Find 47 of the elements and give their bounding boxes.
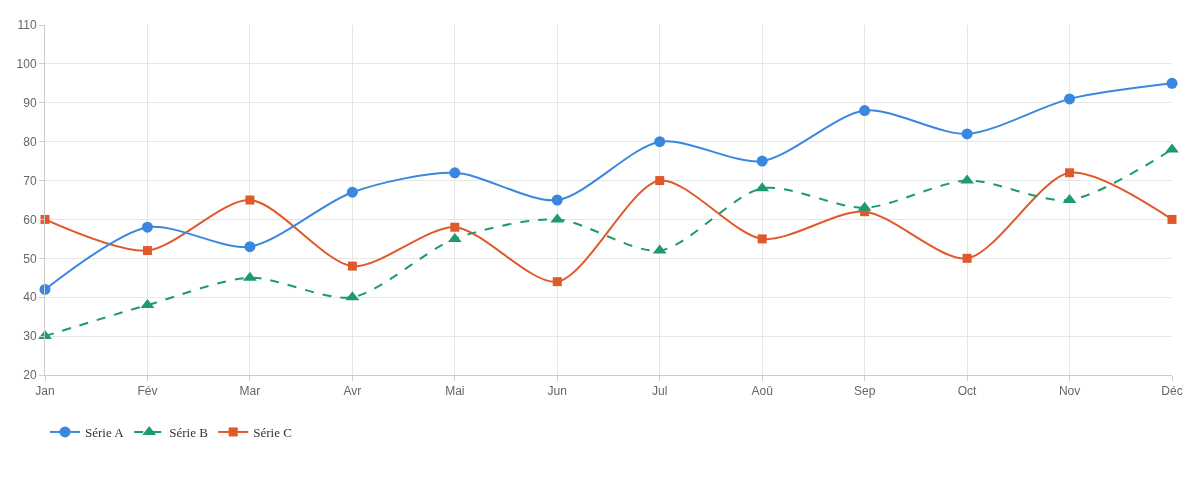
point xyxy=(142,246,152,256)
x-tick-label: Déc xyxy=(1161,384,1183,399)
point xyxy=(962,253,972,263)
point xyxy=(1065,168,1075,178)
x-tick-label: Mar xyxy=(239,384,261,399)
x-tick-label: Jul xyxy=(652,384,668,399)
x-tick-label: Aoû xyxy=(751,384,773,399)
y-tick-label: 110 xyxy=(17,18,37,33)
y-tick-label: 60 xyxy=(23,212,37,227)
point xyxy=(141,221,153,233)
point xyxy=(244,241,256,253)
point xyxy=(1165,143,1179,153)
point xyxy=(1166,77,1178,89)
x-tick-label: Nov xyxy=(1058,384,1081,399)
legend-label: Série C xyxy=(253,425,292,441)
point xyxy=(756,155,768,167)
y-tick-label: 80 xyxy=(23,134,37,149)
point xyxy=(347,261,357,271)
x-tick-label: Jan xyxy=(35,384,55,399)
y-tick-label: 40 xyxy=(23,290,37,305)
point xyxy=(1064,93,1076,105)
point xyxy=(654,136,666,148)
point xyxy=(551,194,563,206)
legend-label: Série A xyxy=(85,425,125,441)
y-tick-label: 30 xyxy=(23,329,37,344)
y-tick-label: 70 xyxy=(23,173,37,188)
x-tick-label: Fév xyxy=(137,384,158,399)
x-tick-label: Sep xyxy=(853,384,876,399)
point xyxy=(245,195,255,205)
point xyxy=(449,167,461,179)
y-tick-label: 100 xyxy=(16,57,37,72)
legend-label: Série B xyxy=(169,425,209,441)
point xyxy=(1167,214,1177,224)
x-tick-label: Jun xyxy=(547,384,567,399)
y-tick-label: 50 xyxy=(23,251,37,266)
point xyxy=(450,222,460,232)
x-tick-label: Mai xyxy=(445,384,465,399)
point xyxy=(757,234,767,244)
x-tick-label: Oct xyxy=(957,384,978,399)
point xyxy=(961,128,973,140)
x-tick-label: Avr xyxy=(343,384,362,399)
point xyxy=(655,176,665,186)
y-tick-label: 20 xyxy=(23,368,37,383)
point xyxy=(552,277,562,287)
y-tick-label: 90 xyxy=(23,95,37,110)
point xyxy=(859,105,871,117)
point xyxy=(346,186,358,198)
